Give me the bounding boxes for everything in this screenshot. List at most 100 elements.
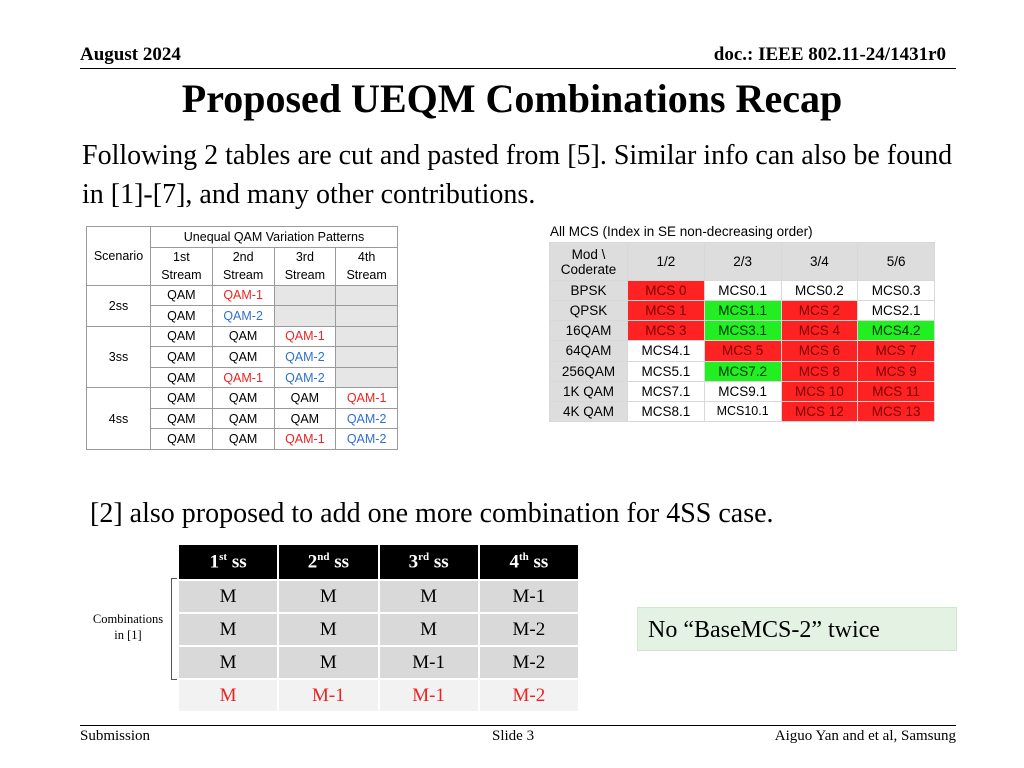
table-cell: M-2 bbox=[477, 612, 581, 647]
modulation-label: 256QAM bbox=[549, 360, 628, 382]
variation-group-header: Unequal QAM Variation Patterns bbox=[150, 226, 398, 248]
table-cell: QAM bbox=[211, 387, 275, 409]
coderate-header: 5/6 bbox=[857, 242, 935, 281]
table-cell: M bbox=[277, 612, 380, 647]
table-cell: QAM-1 bbox=[335, 387, 398, 409]
table-cell: M bbox=[176, 579, 280, 614]
ss-header: 4th ss bbox=[477, 543, 581, 581]
mcs-cell: MCS 6 bbox=[780, 340, 859, 362]
table-cell: M-2 bbox=[477, 678, 581, 713]
proposal-text: [2] also proposed to add one more combin… bbox=[90, 498, 774, 529]
footer-divider bbox=[80, 725, 956, 726]
ss-header: 1st ss bbox=[176, 543, 280, 581]
modulation-label: 1K QAM bbox=[549, 380, 628, 402]
scenario-cell: 2ss bbox=[86, 284, 151, 327]
table-row: QAM QAM-2 bbox=[87, 305, 398, 327]
table-cell: M bbox=[377, 579, 480, 614]
coderate-header: 3/4 bbox=[780, 242, 859, 281]
mcs-cell: MCS 8 bbox=[780, 360, 859, 382]
note-box: No “BaseMCS-2” twice bbox=[637, 607, 957, 651]
table-row: 4K QAM MCS8.1 MCS10.1 MCS 12 MCS 13 bbox=[549, 400, 935, 423]
footer-submission: Submission bbox=[80, 728, 151, 744]
mcs-cell: MCS 9 bbox=[857, 360, 935, 382]
table-cell bbox=[335, 366, 398, 389]
table-cell: M-1 bbox=[377, 678, 480, 713]
table-row: M M M-1 M-2 bbox=[176, 645, 581, 680]
mcs-cell: MCS 1 bbox=[627, 300, 705, 322]
footer-authors: Aiguo Yan and et al, Samsung bbox=[774, 728, 956, 744]
table-cell: M bbox=[176, 645, 280, 680]
table-row: Scenario Unequal QAM Variation Patterns bbox=[86, 226, 398, 286]
mcs-cell: MCS4.1 bbox=[627, 340, 705, 362]
mcs-cell: MCS3.1 bbox=[703, 320, 782, 342]
stream-header: 2nd Stream bbox=[211, 246, 275, 286]
mcs-cell: MCS8.1 bbox=[627, 400, 705, 423]
table-row: Mod \ Coderate 1/2 2/3 3/4 5/6 bbox=[549, 242, 935, 281]
table-cell: QAM bbox=[150, 407, 213, 430]
table-row: M M M M-1 bbox=[176, 579, 581, 614]
table-cell bbox=[335, 305, 398, 327]
table-row: 1K QAM MCS7.1 MCS9.1 MCS 10 MCS 11 bbox=[549, 380, 935, 402]
modulation-label: 4K QAM bbox=[549, 400, 628, 423]
table-row: 64QAM MCS4.1 MCS 5 MCS 6 MCS 7 bbox=[549, 340, 935, 362]
header-doc-id: doc.: IEEE 802.11-24/1431r0 bbox=[713, 44, 946, 65]
ss-header: 2nd ss bbox=[277, 543, 380, 581]
table-cell: QAM bbox=[150, 325, 213, 348]
mcs-cell: MCS 13 bbox=[857, 400, 935, 423]
mcs-cell: MCS 4 bbox=[780, 320, 859, 342]
footer-slide-number: Slide 3 bbox=[492, 728, 535, 744]
table-cell bbox=[273, 284, 337, 307]
coderate-header: 2/3 bbox=[703, 242, 782, 281]
table-cell: QAM bbox=[211, 325, 275, 348]
mcs-cell: MCS 7 bbox=[857, 340, 935, 362]
mcs-cell: MCS 0 bbox=[627, 279, 705, 302]
table-cell: QAM-1 bbox=[273, 325, 337, 348]
table-row: QAM QAM QAM-1 QAM-2 bbox=[87, 428, 398, 450]
combinations-label: Combinations in [1] bbox=[92, 612, 164, 642]
modulation-label: 16QAM bbox=[549, 320, 628, 342]
stream-header: 1st Stream bbox=[150, 246, 213, 286]
table-cell: M-2 bbox=[477, 645, 581, 680]
table-cell: QAM-2 bbox=[335, 428, 398, 450]
table-cell: QAM-2 bbox=[273, 366, 337, 389]
mcs-cell: MCS4.2 bbox=[857, 320, 935, 342]
qam-variation-table: Scenario Unequal QAM Variation Patterns … bbox=[86, 226, 398, 450]
mcs-cell: MCS0.3 bbox=[857, 279, 935, 302]
mcs-cell: MCS7.2 bbox=[703, 360, 782, 382]
table-cell: QAM bbox=[211, 428, 275, 450]
table-cell: QAM bbox=[211, 407, 275, 430]
table-cell: M bbox=[377, 612, 480, 647]
mcs-cell: MCS2.1 bbox=[857, 300, 935, 322]
mcs-cell: MCS 10 bbox=[780, 380, 859, 402]
ss-header: 3rd ss bbox=[377, 543, 480, 581]
table-cell: M bbox=[176, 678, 280, 713]
table-cell: QAM-2 bbox=[335, 407, 398, 430]
table-row: BPSK MCS 0 MCS0.1 MCS0.2 MCS0.3 bbox=[549, 279, 935, 302]
table-cell: QAM bbox=[150, 366, 213, 389]
table-cell bbox=[335, 325, 398, 348]
mcs-cell: MCS 2 bbox=[780, 300, 859, 322]
stream-header: 4th Stream bbox=[335, 246, 398, 286]
mcs-cell: MCS5.1 bbox=[627, 360, 705, 382]
table-cell: QAM bbox=[150, 346, 213, 368]
table-row: 1st Stream 2nd Stream 3rd Stream 4th Stream bbox=[87, 246, 398, 286]
coderate-header: 1/2 bbox=[627, 242, 705, 281]
table-cell: QAM bbox=[150, 305, 213, 327]
table-row: M M-1 M-1 M-2 bbox=[176, 678, 581, 713]
table-row: 3ss QAM QAM QAM-1 bbox=[86, 325, 398, 389]
table-cell: QAM-2 bbox=[211, 305, 275, 327]
table-cell: M bbox=[176, 612, 280, 647]
mcs-cell: MCS 11 bbox=[857, 380, 935, 402]
modulation-label: QPSK bbox=[549, 300, 628, 322]
table-cell: QAM bbox=[150, 284, 213, 307]
modulation-label: BPSK bbox=[549, 279, 628, 302]
stream-header: 3rd Stream bbox=[273, 246, 337, 286]
mcs-cell: MCS 3 bbox=[627, 320, 705, 342]
table-cell: M-1 bbox=[377, 645, 480, 680]
table-cell: QAM bbox=[273, 387, 337, 409]
table-cell: M-1 bbox=[477, 579, 581, 614]
mcs-cell: MCS 12 bbox=[780, 400, 859, 423]
scenario-cell: 3ss bbox=[86, 325, 151, 389]
mcs-table-caption: All MCS (Index in SE non-decreasing orde… bbox=[550, 224, 813, 239]
table-cell: QAM-2 bbox=[273, 346, 337, 368]
